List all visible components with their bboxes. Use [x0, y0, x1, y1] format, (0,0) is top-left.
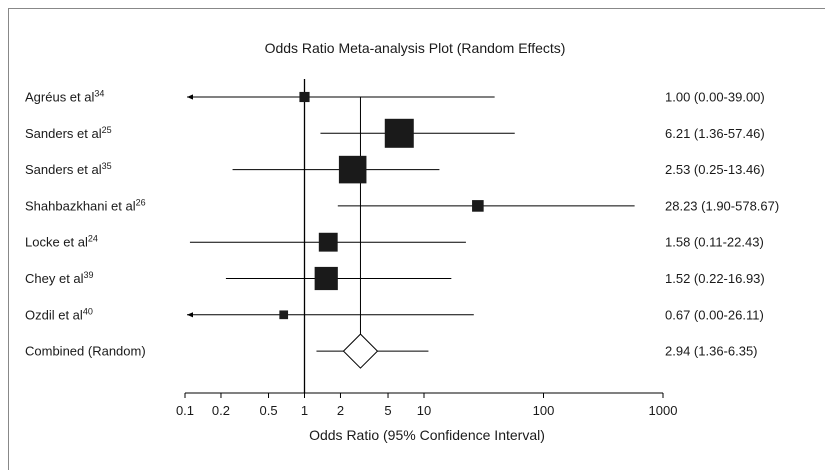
study-row: Ozdil et al40 0.67 (0.00-26.11) — [25, 306, 764, 322]
x-tick-label: 0.5 — [259, 403, 277, 418]
ci-value: 1.52 (0.22-16.93) — [665, 271, 765, 286]
x-tick-label: 2 — [337, 403, 344, 418]
combined-diamond — [342, 333, 379, 369]
study-label: Chey et al39 — [25, 270, 94, 286]
ci-value: 2.53 (0.25-13.46) — [665, 162, 765, 177]
x-tick-label: 0.2 — [212, 403, 230, 418]
point-estimate — [279, 310, 289, 320]
combined-row: Combined (Random) 2.94 (1.36-6.35) — [25, 333, 758, 369]
study-label: Sanders et al35 — [25, 161, 112, 177]
point-estimate — [314, 266, 338, 291]
study-label: Shahbazkhani et al26 — [25, 197, 146, 213]
point-estimate — [384, 118, 414, 148]
study-label: Ozdil et al40 — [25, 306, 93, 322]
x-axis: 0.1 0.2 0.5 1 2 5 10 100 1000 — [176, 392, 678, 418]
x-tick-label: 1 — [301, 403, 308, 418]
ci-value: 1.58 (0.11-22.43) — [665, 235, 764, 250]
study-label: Locke et al24 — [25, 234, 98, 250]
study-label: Sanders et al25 — [25, 125, 112, 141]
frame-top-border — [8, 8, 825, 9]
x-tick-label: 100 — [533, 403, 555, 418]
chart-title: Odds Ratio Meta-analysis Plot (Random Ef… — [265, 40, 566, 56]
combined-ci-value: 2.94 (1.36-6.35) — [665, 344, 758, 359]
ci-value: 1.00 (0.00-39.00) — [665, 90, 765, 105]
ci-value: 28.23 (1.90-578.67) — [665, 198, 779, 213]
point-estimate — [338, 155, 367, 184]
study-row: Chey et al39 1.52 (0.22-16.93) — [25, 266, 765, 291]
study-row: Sanders et al35 2.53 (0.25-13.46) — [25, 155, 765, 184]
x-tick-label: 5 — [384, 403, 391, 418]
ci-value: 0.67 (0.00-26.11) — [665, 307, 764, 322]
ci-arrow-left — [187, 312, 193, 318]
study-label: Agréus et al34 — [25, 89, 104, 105]
point-estimate — [299, 91, 310, 103]
frame-left-border — [8, 8, 9, 470]
ci-value: 6.21 (1.36-57.46) — [665, 126, 765, 141]
combined-label: Combined (Random) — [25, 344, 146, 359]
x-tick-label: 10 — [417, 403, 431, 418]
point-estimate — [472, 200, 484, 212]
ci-arrow-left — [187, 94, 193, 100]
study-row: Shahbazkhani et al26 28.23 (1.90-578.67) — [25, 197, 779, 213]
x-tick-label: 1000 — [649, 403, 678, 418]
point-estimate — [318, 232, 338, 252]
study-row: Locke et al24 1.58 (0.11-22.43) — [25, 232, 764, 252]
study-row: Sanders et al25 6.21 (1.36-57.46) — [25, 118, 765, 148]
plot-area: Agréus et al34 1.00 (0.00-39.00) Sanders e… — [25, 79, 779, 418]
x-tick-label: 0.1 — [176, 403, 194, 418]
study-row: Agréus et al34 1.00 (0.00-39.00) — [25, 89, 765, 105]
x-axis-label: Odds Ratio (95% Confidence Interval) — [309, 427, 545, 443]
